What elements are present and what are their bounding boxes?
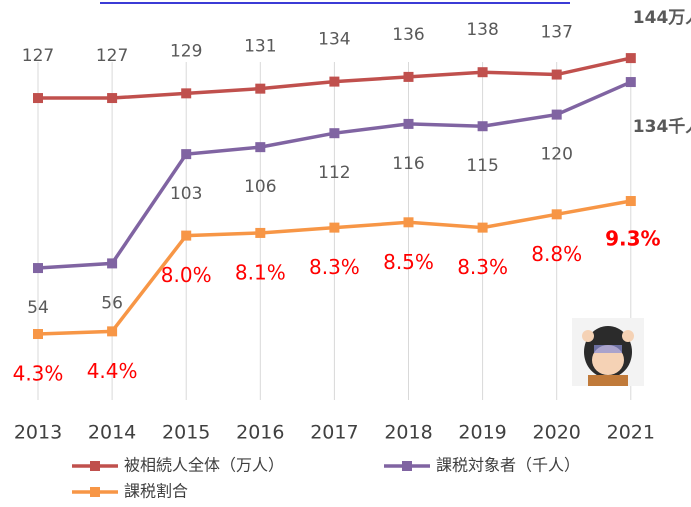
data-label: 138 bbox=[466, 20, 498, 40]
data-label: 137 bbox=[540, 23, 572, 43]
data-label: 134千人 bbox=[633, 117, 691, 137]
data-label: 8.8% bbox=[531, 242, 582, 266]
marker bbox=[181, 149, 191, 159]
x-tick-label: 2014 bbox=[88, 422, 136, 444]
legend-label: 被相続人全体（万人） bbox=[124, 456, 284, 475]
marker bbox=[181, 88, 191, 98]
marker bbox=[552, 70, 562, 80]
marker bbox=[404, 217, 414, 227]
marker bbox=[404, 119, 414, 129]
marker bbox=[107, 258, 117, 268]
x-tick-label: 2017 bbox=[310, 422, 358, 444]
data-label: 9.3% bbox=[605, 227, 660, 251]
data-label: 4.3% bbox=[13, 362, 64, 386]
marker bbox=[255, 142, 265, 152]
marker bbox=[404, 72, 414, 82]
legend-marker bbox=[90, 461, 100, 471]
marker bbox=[626, 53, 636, 63]
legend-marker bbox=[402, 461, 412, 471]
marker bbox=[181, 231, 191, 241]
x-tick-label: 2016 bbox=[236, 422, 284, 444]
worried-icon bbox=[572, 318, 644, 386]
marker bbox=[33, 329, 43, 339]
data-label: 8.5% bbox=[383, 250, 434, 274]
data-label: 127 bbox=[96, 46, 128, 66]
data-label: 8.3% bbox=[457, 255, 508, 279]
marker bbox=[626, 77, 636, 87]
data-label: 134 bbox=[318, 30, 350, 50]
marker bbox=[33, 93, 43, 103]
data-label: 120 bbox=[540, 145, 572, 165]
data-label: 112 bbox=[318, 163, 350, 183]
marker bbox=[255, 228, 265, 238]
marker bbox=[329, 77, 339, 87]
data-label: 4.4% bbox=[87, 359, 138, 383]
legend-label: 課税割合 bbox=[124, 482, 188, 501]
marker bbox=[107, 93, 117, 103]
marker bbox=[552, 110, 562, 120]
marker bbox=[107, 326, 117, 336]
x-tick-label: 2019 bbox=[458, 422, 506, 444]
data-label: 115 bbox=[466, 156, 498, 176]
chart: 2013 2014 2015 2016 2017 2018 2019 2020 2021 127 1… bbox=[0, 0, 691, 507]
data-label: 56 bbox=[101, 293, 123, 313]
legend-marker bbox=[90, 487, 100, 497]
data-label: 106 bbox=[244, 177, 276, 197]
x-tick-label: 2021 bbox=[607, 422, 655, 444]
data-label: 131 bbox=[244, 37, 276, 57]
data-label: 136 bbox=[392, 25, 424, 45]
marker bbox=[552, 209, 562, 219]
data-label: 103 bbox=[170, 184, 202, 204]
marker bbox=[478, 67, 488, 77]
data-label: 54 bbox=[27, 298, 49, 318]
marker bbox=[329, 128, 339, 138]
data-label: 8.1% bbox=[235, 260, 286, 284]
data-label: 127 bbox=[22, 46, 54, 66]
marker bbox=[255, 84, 265, 94]
data-label: 116 bbox=[392, 154, 424, 174]
marker bbox=[626, 196, 636, 206]
marker bbox=[478, 121, 488, 131]
marker bbox=[478, 223, 488, 233]
data-label: 8.0% bbox=[161, 263, 212, 287]
marker bbox=[33, 263, 43, 273]
data-label: 144万人 bbox=[633, 8, 691, 28]
x-tick-label: 2018 bbox=[384, 422, 432, 444]
x-tick-label: 2013 bbox=[14, 422, 62, 444]
marker bbox=[329, 223, 339, 233]
x-tick-label: 2020 bbox=[533, 422, 581, 444]
legend-label: 課税対象者（千人） bbox=[436, 456, 580, 475]
data-label: 129 bbox=[170, 41, 202, 61]
data-label: 8.3% bbox=[309, 255, 360, 279]
x-tick-label: 2015 bbox=[162, 422, 210, 444]
